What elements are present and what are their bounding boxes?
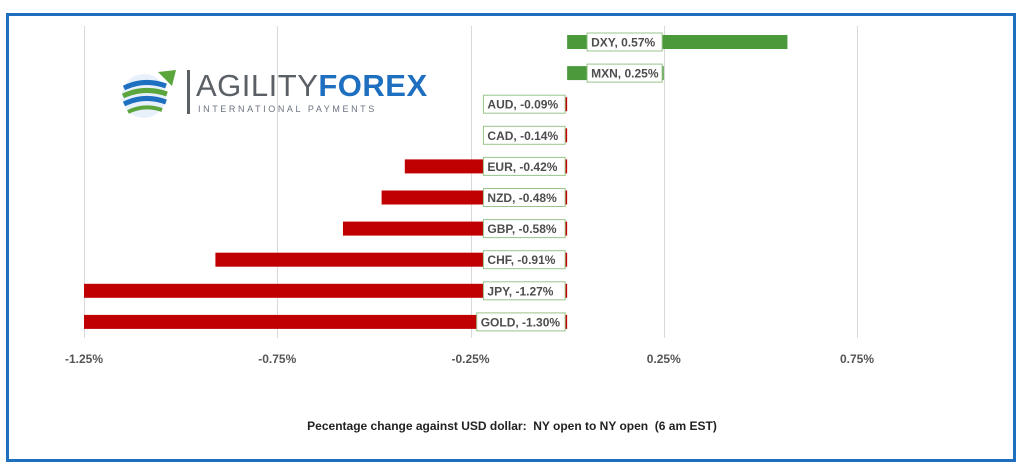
bar-gold [84,314,568,329]
data-label-box [482,188,566,207]
data-label-box [482,156,566,176]
bar-chf [215,252,568,267]
bar-jpy [84,283,568,298]
data-labels: DXY, 0.57% MXN, 0.25% AUD, -0.09% CAD, -0.1… [476,32,663,332]
data-label-box [482,94,566,114]
data-label-box [482,219,566,239]
data-label-box [482,125,566,145]
x-tick-label: 0.75% [840,352,874,366]
data-label-box [482,281,566,301]
x-tick-label: -0.75% [258,352,296,366]
brand-logo: AGILITYFOREX INTERNATIONAL PAYMENTS [118,66,427,126]
brand-name-part2: FOREX [318,68,428,103]
data-label-dxy: DXY, 0.57% [591,36,655,50]
brand-tagline: INTERNATIONAL PAYMENTS [198,104,377,114]
brand-name: AGILITYFOREX [196,70,428,101]
data-label-box [476,312,566,332]
x-tick-label: -1.25% [65,352,103,366]
x-axis-ticks: -1.25% -0.75% -0.25% 0.25% 0.75% [65,352,874,366]
data-label-eur: EUR, -0.42% [487,160,557,174]
data-label-gbp: GBP, -0.58% [487,222,556,236]
data-label-jpy: JPY, -1.27% [487,284,553,298]
x-tick-label: -0.25% [451,352,489,366]
data-label-box [586,63,663,83]
data-label-box [482,250,566,270]
data-label-gold: GOLD, -1.30% [481,315,561,329]
logo-divider [187,70,190,114]
x-tick-label: 0.25% [647,352,681,366]
chart-caption: Pecentage change against USD dollar: NY … [307,419,717,433]
data-label-box [586,32,663,52]
data-label-chf: CHF, -0.91% [487,253,555,267]
brand-name-part1: AGILITY [196,68,319,103]
globe-logo-icon [121,70,176,118]
data-label-cad: CAD, -0.14% [487,129,558,143]
data-label-aud: AUD, -0.09% [487,98,558,112]
data-label-mxn: MXN, 0.25% [591,67,659,81]
data-label-nzd: NZD, -0.48% [487,191,557,205]
